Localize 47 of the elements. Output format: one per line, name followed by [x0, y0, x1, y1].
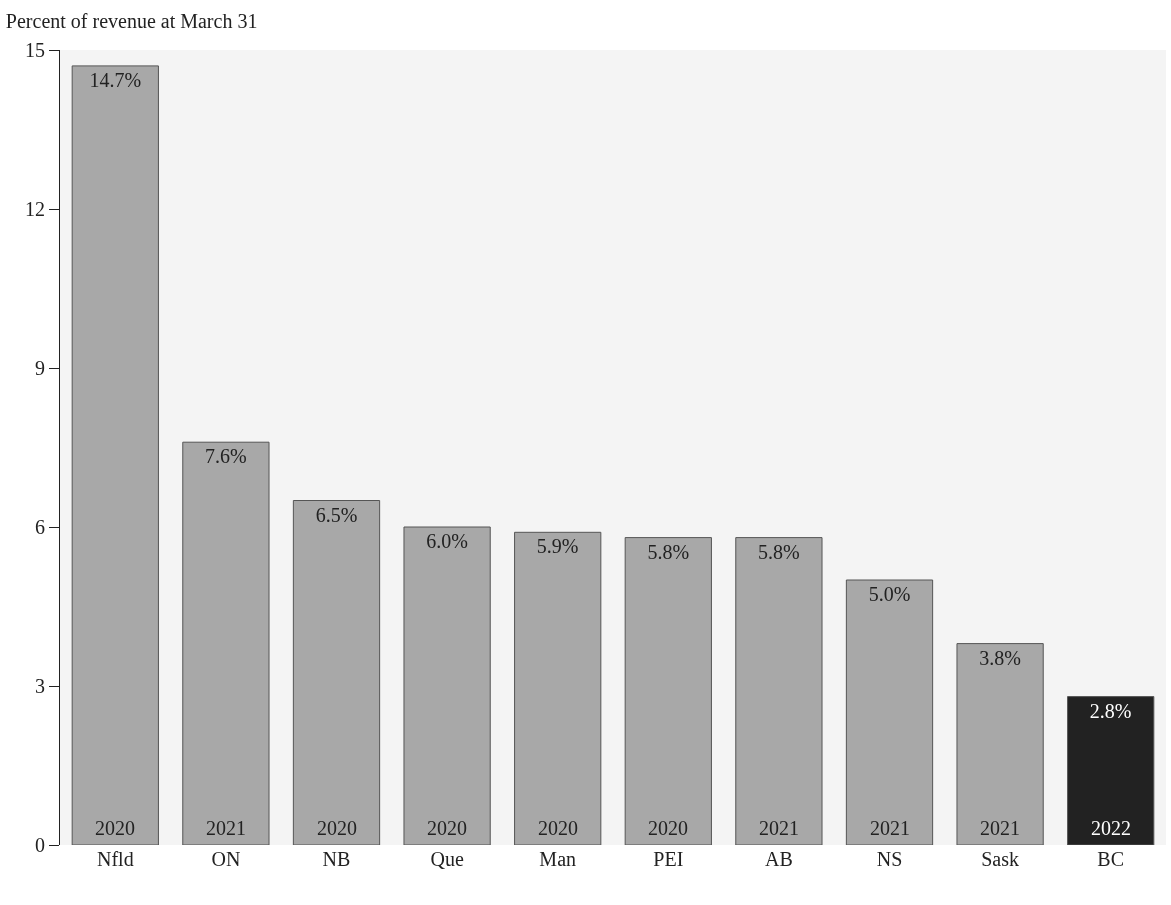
x-tick-label: NS	[876, 848, 903, 870]
bar	[845, 579, 934, 845]
data-label: 5.8%	[758, 540, 800, 563]
x-tick-label: NB	[322, 848, 351, 870]
y-tick-label: 6	[35, 516, 45, 538]
x-tick-label: AB	[765, 848, 793, 870]
data-label: 7.6%	[205, 445, 247, 468]
chart-title: Percent of revenue at March 31	[5, 9, 258, 32]
annotation: 2020	[427, 817, 467, 839]
annotation: 2020	[648, 817, 688, 839]
y-tick-label: 9	[35, 357, 45, 379]
x-tick-label: Man	[539, 848, 577, 870]
annotation: 2021	[206, 817, 246, 839]
annotation: 2021	[980, 817, 1020, 839]
y-tick-label: 15	[25, 39, 45, 61]
x-tick-label: PEI	[653, 848, 684, 870]
y-tick-label: 0	[35, 834, 45, 856]
bar	[514, 531, 602, 845]
bar	[956, 643, 1044, 845]
bar	[71, 65, 159, 845]
x-tick-label: BC	[1097, 848, 1125, 870]
annotation: 2021	[759, 817, 799, 839]
x-tick-label: ON	[211, 848, 241, 870]
data-label: 14.7%	[89, 68, 142, 91]
data-label: 5.8%	[647, 540, 690, 563]
data-label: 6.0%	[426, 530, 468, 552]
annotation: 2021	[870, 817, 910, 839]
x-tick-label: Sask	[981, 848, 1019, 870]
bar	[292, 500, 381, 845]
x-tick-label: Que	[430, 848, 464, 870]
annotation: 2020	[95, 817, 135, 839]
x-tick-label: Nfld	[96, 848, 134, 870]
data-label: 2.8%	[1089, 699, 1132, 722]
y-tick-label: 12	[25, 198, 45, 220]
data-label: 5.0%	[868, 583, 911, 605]
bar	[403, 526, 491, 845]
bar	[182, 441, 270, 845]
bar	[735, 537, 823, 845]
y-tick-label: 3	[35, 675, 45, 697]
data-label: 5.9%	[536, 535, 579, 558]
annotation: 2020	[538, 817, 578, 839]
bar	[1067, 696, 1155, 845]
annotation: 2022	[1091, 817, 1131, 839]
data-label: 3.8%	[979, 646, 1021, 669]
data-label: 6.5%	[315, 503, 358, 526]
annotation: 2020	[317, 817, 357, 839]
bar	[624, 537, 712, 845]
